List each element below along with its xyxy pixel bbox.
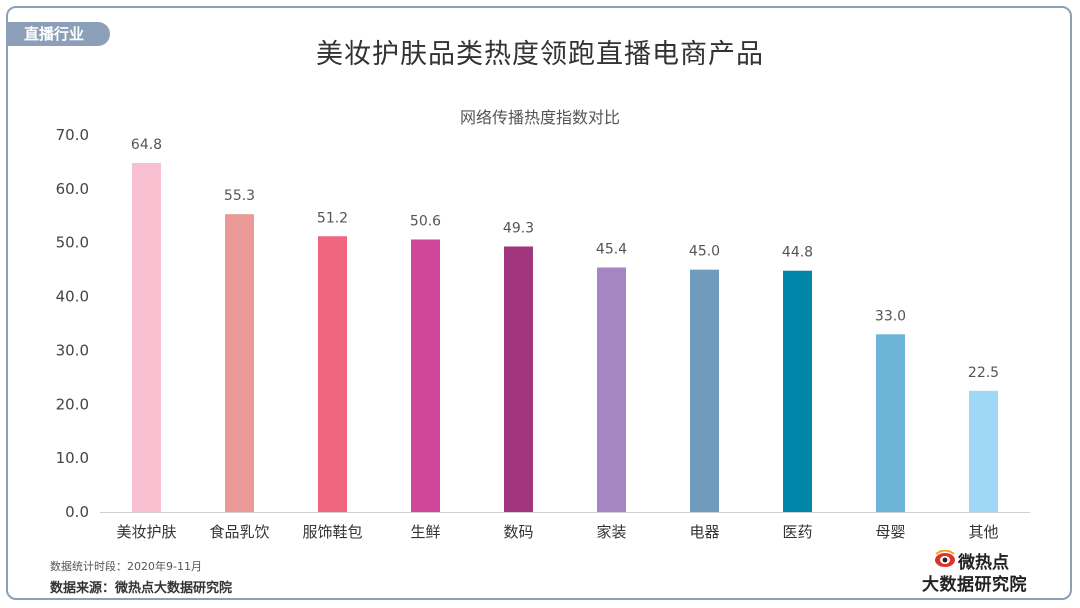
x-tick-label: 生鲜 [410, 523, 440, 541]
y-tick-label: 70.0 [56, 126, 89, 144]
data-label: 50.6 [410, 213, 441, 229]
bar [411, 239, 440, 513]
y-tick-label: 0.0 [65, 503, 89, 521]
x-tick-label: 食品乳饮 [209, 523, 269, 541]
source-note: 数据来源：微热点大数据研究院 [50, 581, 233, 596]
data-label: 55.3 [224, 188, 255, 204]
x-tick-label: 其他 [968, 523, 998, 541]
data-label: 49.3 [503, 220, 534, 236]
bar [504, 246, 533, 512]
y-tick-label: 50.0 [56, 234, 89, 252]
bar [225, 214, 254, 513]
y-tick-label: 30.0 [56, 341, 89, 359]
bar [876, 334, 905, 512]
x-tick-label: 数码 [503, 523, 533, 541]
y-tick-label: 10.0 [56, 449, 89, 467]
industry-tag: 直播行业 [6, 22, 111, 46]
y-tick-label: 40.0 [56, 288, 89, 306]
bar [969, 390, 998, 512]
data-label: 33.0 [875, 308, 906, 324]
x-tick-label: 服饰鞋包 [302, 523, 362, 541]
page-title: 美妆护肤品类热度领跑直播电商产品 [316, 39, 764, 70]
data-label: 44.8 [782, 245, 813, 261]
x-tick-label: 美妆护肤 [116, 523, 176, 541]
data-label: 51.2 [317, 210, 348, 226]
period-note: 数据统计时段：2020年9-11月 [50, 560, 202, 573]
x-tick-label: 电器 [689, 523, 719, 541]
data-label: 22.5 [968, 365, 999, 381]
bar [783, 270, 812, 512]
chart-title: 网络传播热度指数对比 [459, 108, 620, 127]
x-tick-label: 医药 [782, 523, 812, 541]
bar [597, 267, 626, 512]
bar [318, 236, 347, 512]
x-tick-label: 母婴 [875, 523, 905, 541]
data-label: 45.4 [596, 241, 627, 257]
bar [132, 163, 161, 512]
bar [690, 269, 719, 512]
data-label: 64.8 [131, 137, 162, 153]
logo-line2: 大数据研究院 [922, 575, 1027, 595]
x-tick-label: 家装 [596, 523, 626, 541]
y-tick-label: 60.0 [56, 180, 89, 198]
y-tick-label: 20.0 [56, 395, 89, 413]
data-label: 45.0 [689, 244, 720, 260]
logo-line1: 微热点 [958, 553, 1009, 573]
eye-logo-icon [935, 550, 955, 567]
brand-logo: 微热点 大数据研究院 [922, 548, 1052, 595]
